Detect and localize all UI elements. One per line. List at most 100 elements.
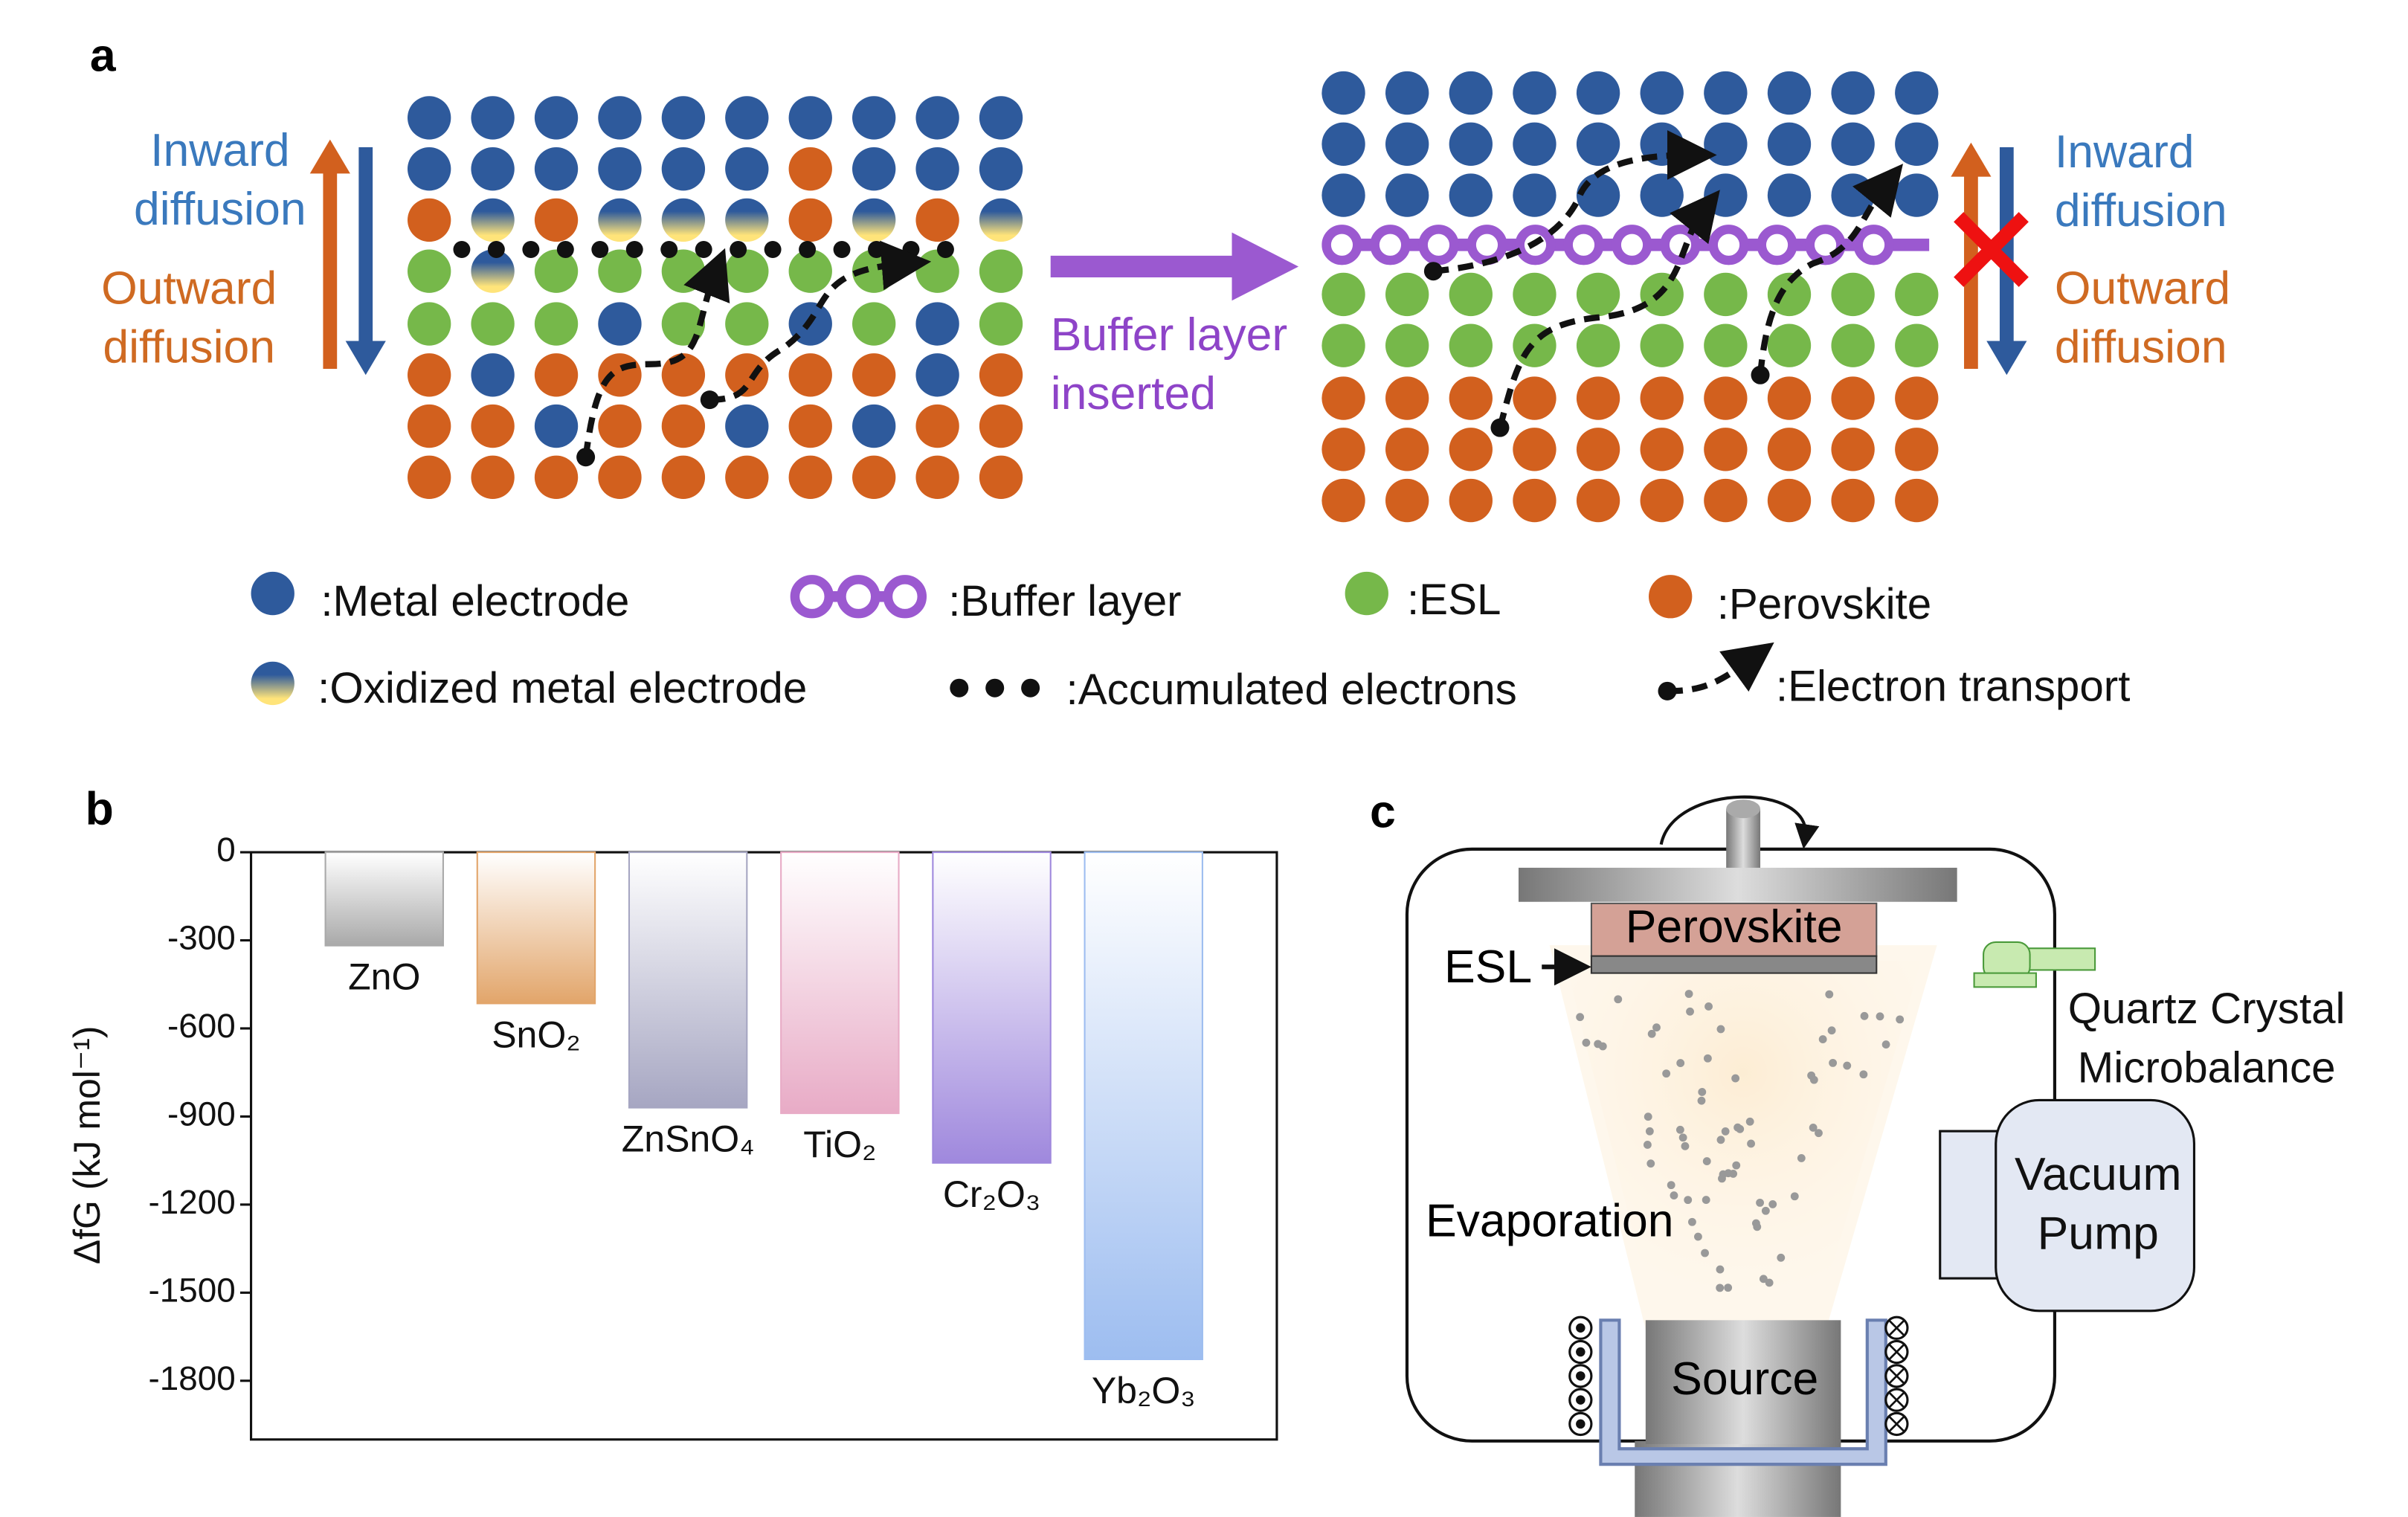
panel-label: c: [1370, 786, 1396, 838]
arrow-head: [1986, 341, 2027, 376]
particle: [408, 146, 451, 191]
particle: [661, 96, 706, 140]
particle: [979, 404, 1023, 448]
particle: [725, 353, 769, 397]
electron-path: [1433, 130, 1717, 274]
electron: [591, 241, 609, 258]
y-tick-label: -1500: [148, 1271, 235, 1309]
vapor: [1716, 1265, 1725, 1274]
electron: [660, 241, 678, 258]
vapor: [1745, 1117, 1754, 1126]
vapor: [1703, 1054, 1712, 1063]
vapor: [1881, 1040, 1890, 1049]
electron-path: [1496, 190, 1720, 429]
y-axis-label: ΔfG (kJ mol⁻¹): [66, 1025, 108, 1264]
vapor: [1747, 1139, 1755, 1148]
legend-icon: [790, 575, 834, 619]
buffer-ring: [1853, 225, 1894, 265]
particle: [1831, 428, 1875, 471]
particle: [725, 455, 769, 499]
coil: [1888, 1367, 1905, 1385]
particle: [725, 249, 769, 293]
particle: [725, 198, 769, 242]
vapor: [1698, 1088, 1707, 1096]
particle: [408, 198, 451, 242]
coil: [1576, 1419, 1586, 1429]
vapor: [1733, 1123, 1742, 1132]
shaft-top: [1726, 799, 1761, 819]
particle: [1385, 71, 1429, 115]
vapor: [1702, 1157, 1711, 1165]
x-tick-label: Cr₂O₃: [943, 1173, 1040, 1215]
vapor: [1721, 1127, 1730, 1136]
vapor: [1825, 990, 1834, 999]
bar: [780, 851, 900, 1115]
particle: [979, 146, 1023, 191]
particle: [1321, 376, 1365, 420]
vapor: [1751, 1219, 1760, 1228]
legend-icon: [837, 575, 881, 619]
y-tick-label: -300: [167, 919, 236, 957]
particle: [471, 146, 515, 191]
particle: [852, 96, 896, 140]
vapor: [1646, 1159, 1655, 1168]
vapor: [1790, 1192, 1799, 1201]
particle: [852, 302, 896, 346]
vapor: [1576, 1013, 1585, 1022]
particle: [1704, 173, 1748, 217]
arrow-head: [345, 341, 386, 376]
particle: [1704, 122, 1748, 167]
label: Source: [1671, 1353, 1818, 1405]
panel-label: a: [90, 30, 117, 82]
particle: [1895, 173, 1939, 217]
particle: [1831, 71, 1875, 115]
bar: [932, 851, 1052, 1164]
block-x: [1954, 212, 2029, 287]
particle: [1321, 478, 1365, 523]
x-tick-label: SnO₂: [492, 1014, 580, 1055]
particle: [1831, 122, 1875, 167]
vapor: [1876, 1012, 1884, 1021]
coil: [1888, 1391, 1905, 1409]
electron: [936, 241, 954, 258]
vapor: [1676, 1059, 1685, 1067]
particle: [1321, 71, 1365, 115]
label: diffusion: [2055, 184, 2227, 236]
particle: [979, 249, 1023, 293]
label: Pump: [2038, 1207, 2159, 1259]
vapor: [1768, 1200, 1777, 1208]
label: Buffer layer: [1051, 309, 1287, 361]
particle: [598, 404, 642, 448]
vapor: [1678, 1133, 1687, 1142]
particle: [852, 146, 896, 191]
particle: [1321, 272, 1365, 317]
vapor: [1718, 1174, 1726, 1183]
electron: [764, 241, 782, 258]
label: Inward: [150, 124, 290, 176]
bar: [476, 851, 596, 1005]
particle: [1704, 71, 1748, 115]
arrow-head: [1951, 142, 1992, 177]
vapor: [1594, 1040, 1603, 1049]
electron: [1751, 365, 1770, 384]
particle: [915, 198, 959, 242]
particle: [534, 455, 579, 499]
particle: [1449, 71, 1493, 115]
particle: [1767, 71, 1812, 115]
vapor: [1777, 1253, 1786, 1262]
particle: [1321, 173, 1365, 217]
electron-path: [1757, 164, 1903, 376]
particle: [534, 249, 579, 293]
electron: [453, 241, 471, 258]
particle: [1449, 122, 1493, 167]
particle: [408, 249, 451, 293]
label: Vacuum: [2015, 1148, 2182, 1200]
electron-path: [709, 240, 932, 403]
shaft: [1726, 808, 1761, 872]
glow: [1549, 945, 1937, 1348]
particle: [1513, 478, 1556, 523]
particle: [1385, 272, 1429, 317]
particle: [852, 404, 896, 448]
electron: [868, 241, 885, 258]
particle: [915, 404, 959, 448]
